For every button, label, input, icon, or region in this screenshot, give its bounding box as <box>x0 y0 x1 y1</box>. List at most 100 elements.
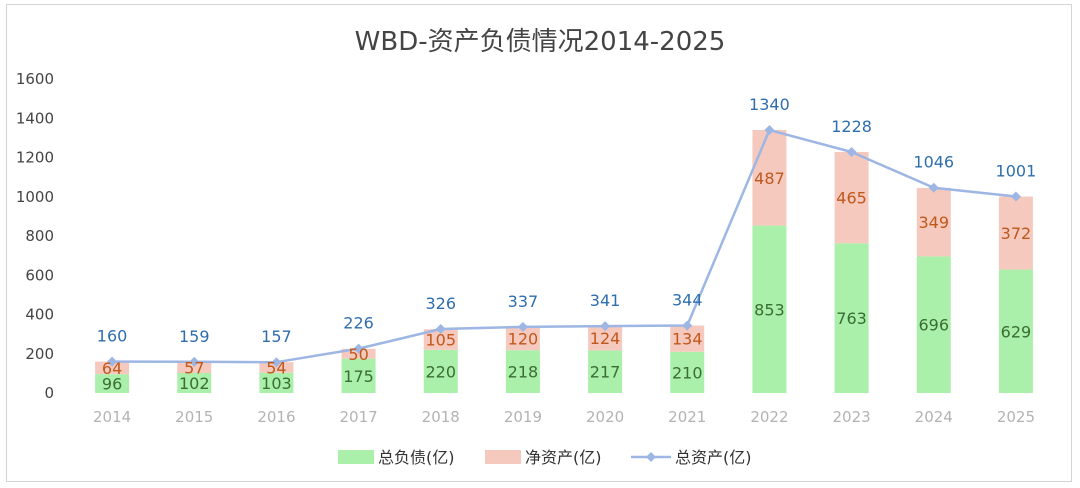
data-label-total-assets: 344 <box>672 290 703 309</box>
x-tick-label: 2014 <box>93 408 131 426</box>
total-assets-line <box>107 125 1021 368</box>
y-tick-label: 1200 <box>16 149 54 167</box>
x-tick-label: 2018 <box>422 408 460 426</box>
y-tick-label: 1400 <box>16 109 54 127</box>
data-label-total-assets: 341 <box>590 291 621 310</box>
x-tick-label: 2024 <box>915 408 953 426</box>
line-total-assets <box>112 128 1017 364</box>
x-tick-label: 2025 <box>997 408 1035 426</box>
data-label-total-liabilities: 210 <box>672 363 703 382</box>
data-label-net-assets: 372 <box>1001 224 1032 243</box>
bar-total-liabilities <box>588 350 623 393</box>
legend-label-total-assets: 总资产(亿) <box>675 448 752 467</box>
y-tick-label: 0 <box>44 384 54 402</box>
legend-marker-total-assets <box>646 452 656 462</box>
data-label-total-liabilities: 629 <box>1001 322 1032 341</box>
data-label-total-liabilities: 696 <box>918 316 949 335</box>
point-total-assets <box>600 321 611 332</box>
data-label-total-liabilities: 763 <box>836 309 867 328</box>
bar-total-liabilities <box>998 269 1033 393</box>
y-tick-label: 1000 <box>16 188 54 206</box>
x-tick-label: 2015 <box>175 408 213 426</box>
x-tick-label: 2021 <box>668 408 706 426</box>
bar-net-assets <box>259 362 294 373</box>
data-label-net-assets: 50 <box>348 345 368 364</box>
point-total-assets <box>846 147 857 158</box>
point-total-assets <box>764 125 775 136</box>
data-label-total-assets: 157 <box>261 327 292 346</box>
data-label-total-assets: 1046 <box>913 153 954 172</box>
bar-net-assets <box>505 326 540 351</box>
data-label-total-assets: 326 <box>425 294 456 313</box>
bar-net-assets <box>916 187 951 257</box>
data-label-net-assets: 105 <box>425 331 456 350</box>
bar-total-liabilities <box>95 374 130 393</box>
data-label-net-assets: 487 <box>754 169 785 188</box>
point-total-assets <box>517 321 528 332</box>
x-tick-label: 2017 <box>339 408 377 426</box>
bar-total-liabilities <box>505 350 540 393</box>
chart-title: WBD-资产负债情况2014-2025 <box>355 27 726 57</box>
y-tick-label: 1600 <box>16 70 54 88</box>
legend-label-total-liabilities: 总负债(亿) <box>378 448 455 467</box>
chart-frame: WBD-资产负债情况2014-2025 0 200 400 600 800 1000 120… <box>6 4 1072 482</box>
bar-net-assets <box>752 130 787 226</box>
data-label-total-liabilities: 102 <box>179 374 210 393</box>
point-total-assets <box>1010 191 1021 202</box>
data-label-net-assets: 57 <box>184 358 204 377</box>
x-tick-label: 2020 <box>586 408 624 426</box>
legend: 总负债(亿) 净资产(亿) 总资产(亿) <box>338 448 752 467</box>
x-tick-label: 2022 <box>750 408 788 426</box>
y-axis: 0 200 400 600 800 1000 1200 1400 1600 <box>16 70 54 402</box>
legend-swatch-total-liabilities <box>338 450 374 464</box>
point-total-assets <box>353 343 364 354</box>
legend-swatch-net-assets <box>485 450 521 464</box>
data-label-total-assets: 1228 <box>831 117 872 136</box>
x-axis: 2014 2015 2016 2017 2018 2019 2020 2021 2022 2023… <box>93 408 1035 426</box>
bar-total-liabilities <box>423 349 458 393</box>
data-label-net-assets: 124 <box>590 329 621 348</box>
legend-label-net-assets: 净资产(亿) <box>525 448 602 467</box>
bar-total-liabilities <box>752 225 787 393</box>
data-label-total-liabilities: 220 <box>425 362 456 381</box>
data-label-total-assets: 226 <box>343 314 374 333</box>
data-label-net-assets: 134 <box>672 330 703 349</box>
data-label-total-assets: 160 <box>97 327 128 346</box>
chart-svg: WBD-资产负债情况2014-2025 0 200 400 600 800 1000 120… <box>16 27 1036 467</box>
y-tick-label: 400 <box>25 306 54 324</box>
data-label-net-assets: 465 <box>836 189 867 208</box>
bar-net-assets <box>423 329 458 350</box>
x-tick-label: 2016 <box>257 408 295 426</box>
bar-total-liabilities <box>259 372 294 393</box>
bar-total-liabilities <box>177 372 212 393</box>
point-total-assets <box>107 356 118 367</box>
data-label-net-assets: 64 <box>102 359 122 378</box>
data-label-net-assets: 54 <box>266 358 286 377</box>
bar-net-assets <box>95 361 130 375</box>
point-total-assets <box>271 357 282 368</box>
data-label-total-assets: 1001 <box>996 162 1037 181</box>
data-label-total-assets: 337 <box>508 292 539 311</box>
x-tick-label: 2019 <box>504 408 542 426</box>
data-label-total-liabilities: 103 <box>261 374 292 393</box>
point-total-assets <box>189 356 200 367</box>
data-label-total-liabilities: 175 <box>343 367 374 386</box>
data-label-net-assets: 120 <box>508 329 539 348</box>
y-tick-label: 600 <box>25 266 54 284</box>
bar-net-assets <box>177 361 212 373</box>
y-tick-label: 200 <box>25 345 54 363</box>
x-tick-label: 2023 <box>832 408 870 426</box>
bar-total-liabilities <box>916 256 951 393</box>
bars <box>95 130 1033 393</box>
point-total-assets <box>682 320 693 331</box>
bar-total-liabilities <box>341 358 376 393</box>
data-label-total-liabilities: 96 <box>102 375 122 394</box>
bar-net-assets <box>834 152 869 244</box>
data-label-net-assets: 349 <box>918 213 949 232</box>
data-label-total-liabilities: 218 <box>508 363 539 382</box>
data-label-total-assets: 159 <box>179 327 210 346</box>
bar-net-assets <box>341 348 376 359</box>
data-label-total-liabilities: 217 <box>590 363 621 382</box>
bar-total-liabilities <box>670 351 705 393</box>
